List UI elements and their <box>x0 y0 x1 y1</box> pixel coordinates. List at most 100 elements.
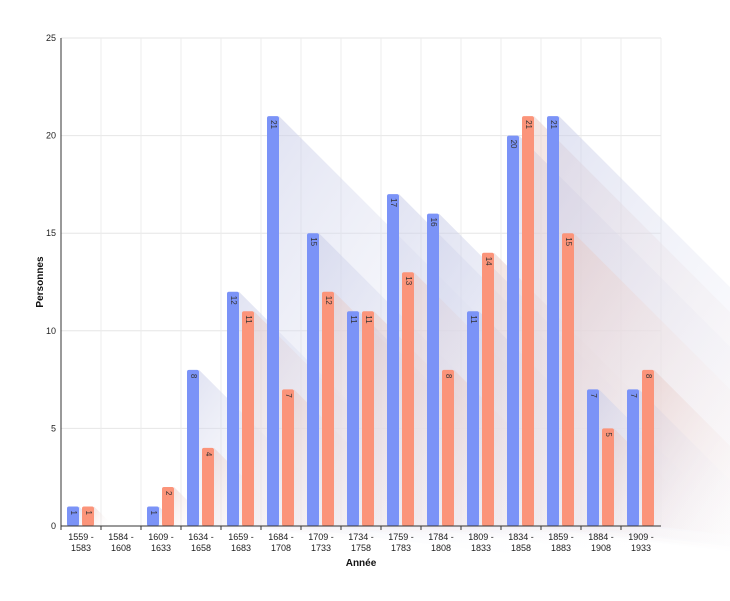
bar <box>522 116 534 526</box>
bar <box>202 447 214 526</box>
x-tick-label: 1708 <box>271 543 291 553</box>
bar <box>307 233 319 526</box>
x-tick-label: 1833 <box>471 543 491 553</box>
data-label: 7 <box>589 393 598 398</box>
axes <box>60 38 661 530</box>
bar <box>227 291 239 526</box>
bar <box>267 116 279 526</box>
x-tick-label: 1683 <box>231 543 251 553</box>
y-tick-label: 5 <box>51 423 56 433</box>
data-label: 12 <box>229 296 238 305</box>
bars <box>67 116 654 526</box>
bar <box>82 506 94 526</box>
data-label: 15 <box>309 237 318 246</box>
y-tick-label: 25 <box>46 33 56 43</box>
bar <box>587 389 599 526</box>
x-tick-label: 1659 - <box>228 532 254 542</box>
bar <box>347 311 359 526</box>
x-tick-label: 1909 - <box>628 532 654 542</box>
x-tick-label: 1633 <box>151 543 171 553</box>
data-label: 4 <box>204 452 213 457</box>
y-axis-title: Personnes <box>35 256 46 308</box>
data-label: 12 <box>324 296 333 305</box>
bar <box>322 291 334 526</box>
data-label: 8 <box>189 374 198 379</box>
bar <box>627 389 639 526</box>
x-tick-label: 1834 - <box>508 532 534 542</box>
x-tick-label: 1859 - <box>548 532 574 542</box>
bar <box>67 506 79 526</box>
x-tick-label: 1783 <box>391 543 411 553</box>
data-label: 11 <box>244 315 253 324</box>
x-tick-label: 1884 - <box>588 532 614 542</box>
x-tick-label: 1584 - <box>108 532 134 542</box>
x-tick-label: 1583 <box>71 543 91 553</box>
x-tick-label: 1608 <box>111 543 131 553</box>
x-tick-label: 1759 - <box>388 532 414 542</box>
data-label: 21 <box>269 120 278 129</box>
x-tick-label: 1809 - <box>468 532 494 542</box>
data-label: 8 <box>644 374 653 379</box>
x-axis-title: Année <box>346 558 377 569</box>
data-label: 1 <box>84 510 93 515</box>
x-tick-label: 1858 <box>511 543 531 553</box>
data-label: 2 <box>164 491 173 496</box>
bar <box>427 213 439 526</box>
data-label: 11 <box>349 315 358 324</box>
bar <box>562 233 574 526</box>
data-label: 7 <box>629 393 638 398</box>
bar <box>507 135 519 526</box>
x-tick-label: 1658 <box>191 543 211 553</box>
x-tick-label: 1609 - <box>148 532 174 542</box>
data-label: 21 <box>524 120 533 129</box>
y-tick-label: 15 <box>46 228 56 238</box>
bar <box>602 428 614 526</box>
bar-shadow <box>94 506 108 528</box>
bar <box>147 506 159 526</box>
data-label: 8 <box>444 374 453 379</box>
bar <box>162 486 174 526</box>
bar <box>402 272 414 526</box>
x-tick-label: 1808 <box>431 543 451 553</box>
data-label: 1 <box>149 510 158 515</box>
bar <box>442 369 454 526</box>
bar <box>242 311 254 526</box>
x-tick-label: 1634 - <box>188 532 214 542</box>
x-tick-label: 1734 - <box>348 532 374 542</box>
data-label: 21 <box>549 120 558 129</box>
bar <box>187 369 199 526</box>
y-tick-label: 10 <box>46 326 56 336</box>
y-tick-label: 0 <box>51 521 56 531</box>
bar <box>282 389 294 526</box>
y-tick-label: 20 <box>46 131 56 141</box>
x-tick-label: 1933 <box>631 543 651 553</box>
data-label: 16 <box>429 218 438 227</box>
data-label: 13 <box>404 276 413 285</box>
data-label: 11 <box>469 315 478 324</box>
bar <box>387 194 399 526</box>
data-label: 7 <box>284 393 293 398</box>
data-label: 11 <box>364 315 373 324</box>
data-label: 5 <box>604 432 613 437</box>
x-tick-label: 1784 - <box>428 532 454 542</box>
bar <box>362 311 374 526</box>
data-label: 1 <box>69 510 78 515</box>
bar-shadow <box>654 369 730 536</box>
x-tick-label: 1883 <box>551 543 571 553</box>
data-label: 14 <box>484 257 493 266</box>
data-label: 15 <box>564 237 573 246</box>
bar <box>467 311 479 526</box>
x-tick-label: 1733 <box>311 543 331 553</box>
data-label: 20 <box>509 140 518 149</box>
x-tick-label: 1684 - <box>268 532 294 542</box>
data-label: 17 <box>389 198 398 207</box>
bar <box>482 252 494 526</box>
bar <box>642 369 654 526</box>
x-tick-label: 1709 - <box>308 532 334 542</box>
x-tick-label: 1758 <box>351 543 371 553</box>
x-tick-label: 1908 <box>591 543 611 553</box>
bar <box>547 116 559 526</box>
